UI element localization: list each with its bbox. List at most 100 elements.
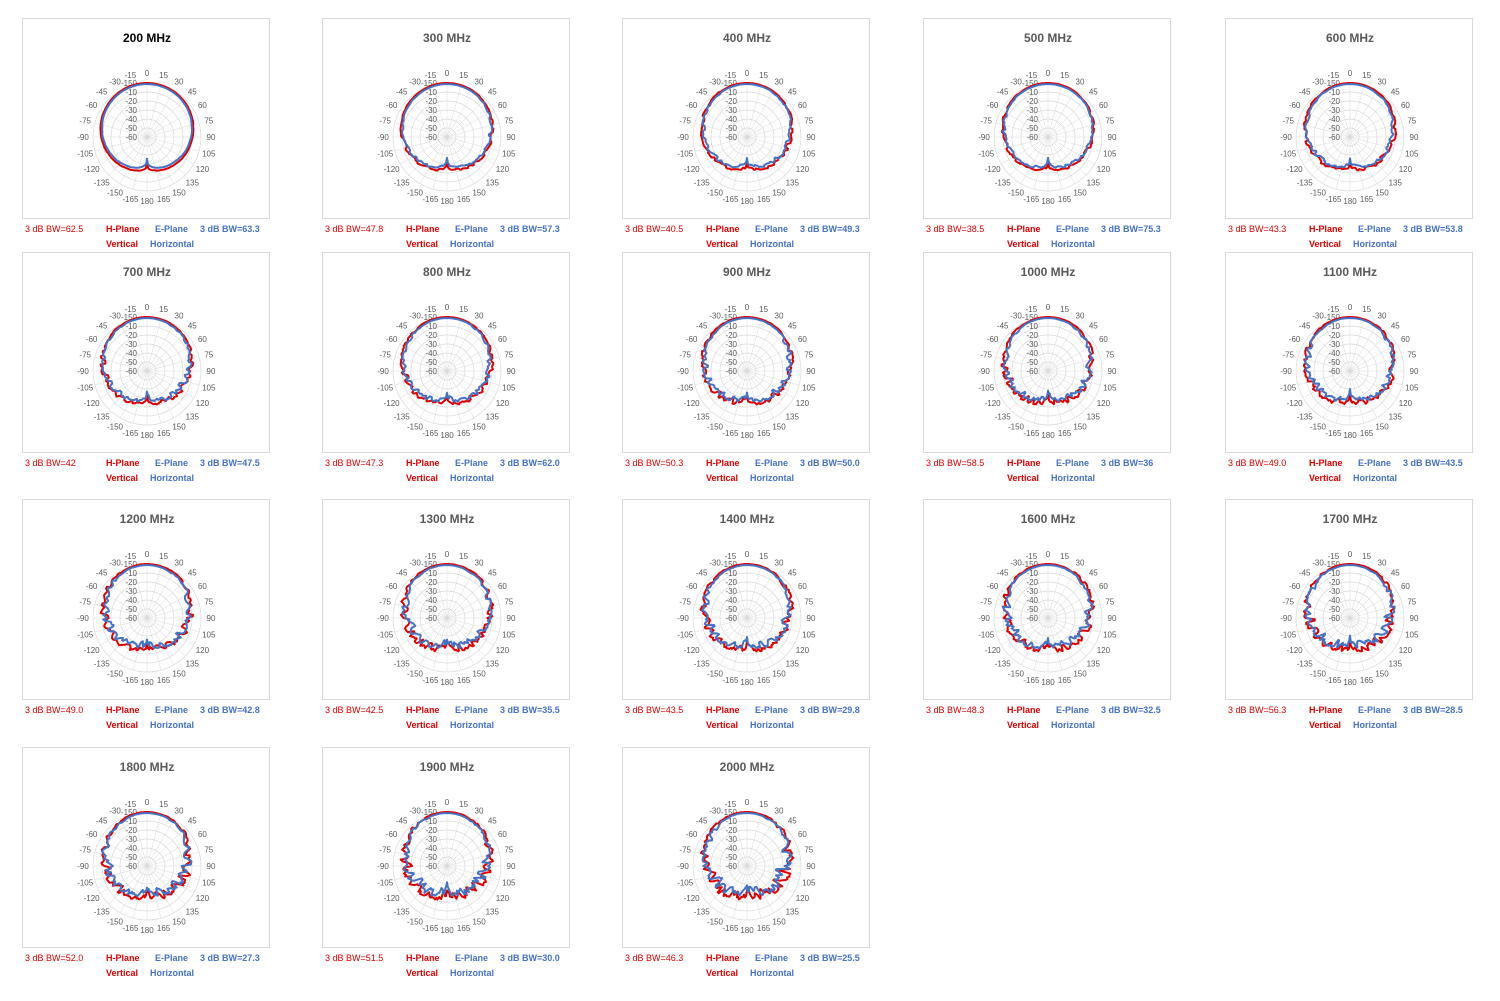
horizontal-label: Horizontal [150, 968, 194, 978]
polar-plot: 0 153045607590105120135150165180-165-150-… [377, 69, 516, 206]
grid-spoke [446, 370, 475, 418]
radial-tick-label: -150 [421, 313, 438, 322]
angle-tick-label: 150 [772, 422, 786, 431]
angle-tick-label: -120 [684, 165, 701, 174]
grid-spoke [94, 136, 148, 152]
grid-spoke [1311, 579, 1351, 619]
angle-tick-label: -60 [987, 582, 999, 591]
radial-tick-label: -50 [1026, 605, 1038, 614]
grid-spoke [995, 370, 1049, 386]
grid-spoke [1335, 136, 1351, 190]
h-plane-label: H-Plane [706, 953, 740, 963]
e-plane-label: E-Plane [455, 705, 489, 715]
e-plane-label: E-Plane [455, 458, 489, 468]
angle-tick-label: 0 [1046, 69, 1051, 78]
radial-tick-label: -150 [1324, 313, 1341, 322]
angle-tick-label: 75 [804, 845, 813, 854]
angle-tick-label: -135 [94, 178, 111, 187]
angle-tick-label: 135 [1087, 178, 1101, 187]
grid-spoke [700, 109, 748, 138]
angle-tick-label: 165 [1058, 676, 1072, 685]
angle-tick-label: 165 [1058, 195, 1072, 204]
radial-tick-label: -60 [125, 367, 137, 376]
angle-tick-label: 90 [207, 614, 216, 623]
grid-spoke [146, 827, 186, 867]
horizontal-label: Horizontal [450, 239, 494, 249]
angle-tick-label: 90 [807, 862, 816, 871]
e-plane-label: E-Plane [1056, 458, 1090, 468]
grid-spoke [1020, 571, 1049, 619]
grid-spoke [1349, 370, 1403, 386]
angle-tick-label: -90 [978, 367, 990, 376]
angle-tick-label: -15 [125, 800, 137, 809]
angle-tick-label: -75 [79, 845, 91, 854]
angle-tick-label: 0 [445, 303, 450, 312]
grid-spoke [1047, 136, 1095, 165]
grid-spoke [400, 109, 448, 138]
angle-tick-label: -45 [696, 88, 708, 97]
angle-tick-label: -135 [394, 412, 411, 421]
h-plane-label: H-Plane [406, 953, 440, 963]
angle-tick-label: -15 [725, 71, 737, 80]
angle-tick-label: -90 [77, 367, 89, 376]
angle-tick-label: 15 [1060, 71, 1069, 80]
pattern-chart: 1900 MHz 0 15 30 45 60 75 90 105 120 135 150 165 180-… [322, 747, 582, 987]
polar-plot: 0 153045607590105120135150165180-165-150-… [677, 69, 816, 206]
angle-tick-label: 150 [172, 917, 186, 926]
grid-spoke [1020, 370, 1049, 418]
angle-tick-label: -45 [696, 817, 708, 826]
angle-tick-label: -90 [377, 614, 389, 623]
angle-tick-label: -90 [77, 614, 89, 623]
angle-tick-label: 90 [1108, 614, 1117, 623]
angle-tick-label: -45 [96, 817, 108, 826]
angle-tick-label: 30 [175, 559, 184, 568]
grid-spoke [1047, 136, 1063, 190]
grid-spoke [446, 617, 500, 633]
angle-tick-label: 15 [1362, 552, 1371, 561]
horizontal-label: Horizontal [150, 239, 194, 249]
grid-spoke [1009, 617, 1049, 657]
angle-tick-label: 15 [1060, 305, 1069, 314]
e-bw-label: 3 dB BW=27.3 [200, 953, 260, 963]
radial-tick-label: -20 [1026, 331, 1038, 340]
grid-spoke [1322, 571, 1351, 619]
angle-tick-label: -105 [377, 384, 394, 393]
grid-spoke [119, 819, 148, 867]
grid-spoke [146, 865, 200, 881]
horizontal-label: Horizontal [450, 720, 494, 730]
radial-tick-label: -50 [425, 853, 437, 862]
angle-tick-label: 165 [157, 429, 171, 438]
e-plane-label: E-Plane [455, 953, 489, 963]
radial-tick-label: -60 [425, 367, 437, 376]
angle-tick-label: 30 [775, 312, 784, 321]
angle-tick-label: -15 [425, 800, 437, 809]
e-bw-label: 3 dB BW=35.5 [500, 705, 560, 715]
angle-tick-label: 165 [157, 676, 171, 685]
radial-tick-label: -50 [725, 124, 737, 133]
grid-spoke [1033, 318, 1049, 372]
angle-tick-label: -105 [677, 150, 694, 159]
h-plane-label: H-Plane [406, 458, 440, 468]
radial-tick-label: -30 [125, 340, 137, 349]
grid-spoke [995, 356, 1049, 372]
grid-spoke [700, 343, 748, 372]
radial-tick-label: -40 [125, 596, 137, 605]
radial-tick-label: -150 [1324, 560, 1341, 569]
horizontal-label: Horizontal [750, 239, 794, 249]
angle-tick-label: 45 [1391, 322, 1400, 331]
angle-tick-label: -75 [79, 597, 91, 606]
angle-tick-label: 0 [1046, 303, 1051, 312]
radial-tick-label: -60 [725, 133, 737, 142]
angle-tick-label: 120 [496, 646, 510, 655]
angle-tick-label: -15 [425, 71, 437, 80]
radial-tick-label: -150 [121, 79, 138, 88]
grid-spoke [1349, 565, 1365, 619]
grid-spoke [146, 370, 200, 386]
grid-spoke [1047, 370, 1095, 399]
radial-tick-label: -40 [125, 844, 137, 853]
radial-tick-label: -60 [1026, 367, 1038, 376]
grid-spoke [1047, 571, 1076, 619]
grid-spoke [1009, 98, 1049, 138]
e-bw-label: 3 dB BW=49.3 [800, 224, 860, 234]
grid-spoke [746, 865, 786, 905]
